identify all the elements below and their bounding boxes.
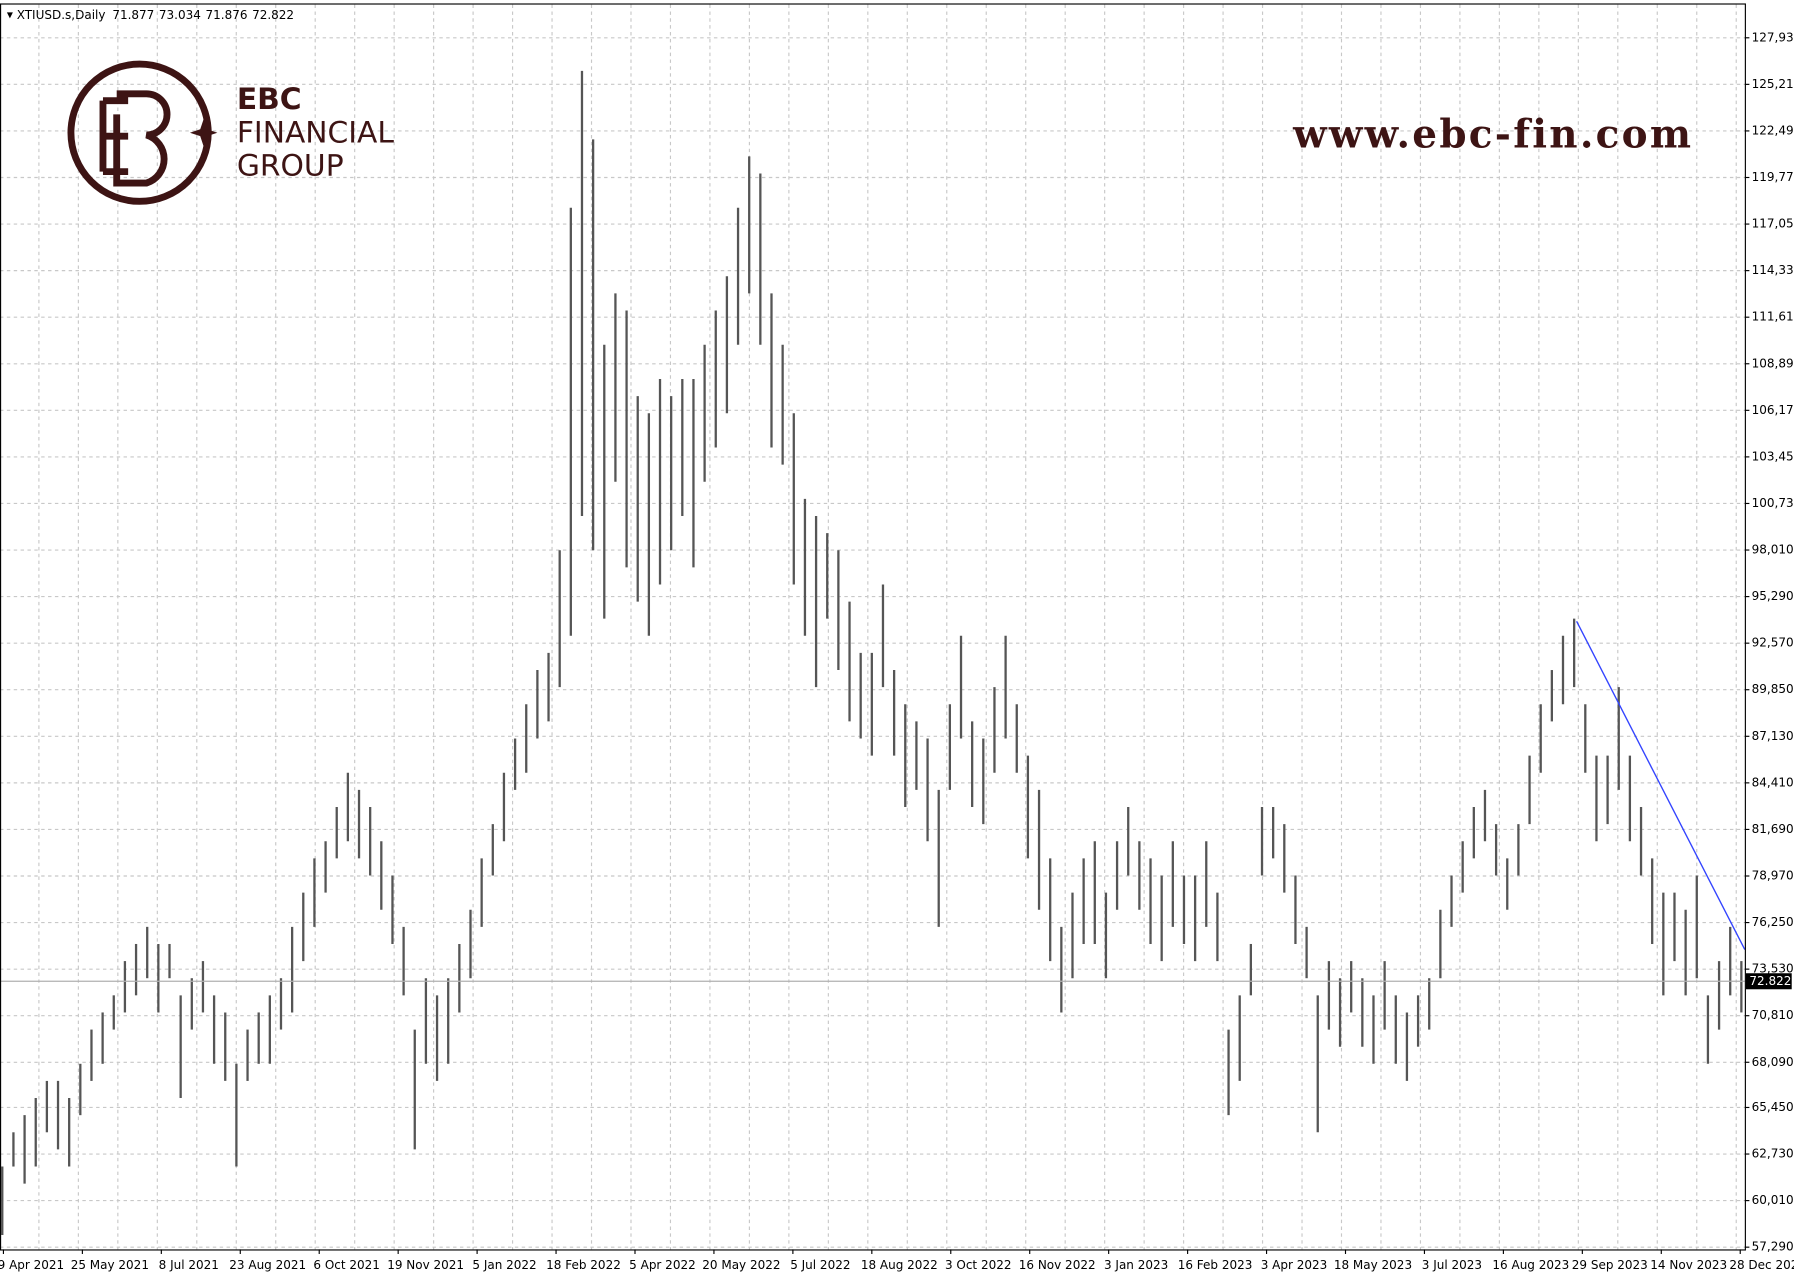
plot: 57,290 60,010 62,730 65,450 68,090 70,810 73,5… (0, 30, 1794, 1272)
y-tick-label: 119,770 (1752, 170, 1794, 184)
x-tick-label: 18 May 2023 (1334, 1258, 1412, 1272)
x-tick-label: 18 Aug 2022 (861, 1258, 938, 1272)
y-tick-label: 78,970 (1752, 869, 1794, 883)
y-tick-label: 89,850 (1752, 682, 1794, 696)
trendline (1576, 620, 1746, 950)
x-tick-label: 28 Dec 2023 (1729, 1258, 1794, 1272)
x-tick-label: 3 Jan 2023 (1104, 1258, 1168, 1272)
x-tick-label: 29 Sep 2023 (1572, 1258, 1648, 1272)
x-tick-label: 18 Feb 2022 (546, 1258, 621, 1272)
y-tick-label: 60,010 (1752, 1193, 1794, 1207)
close: 72.822 (252, 7, 294, 21)
price-label: 72.822 (1749, 974, 1791, 988)
y-tick-label: 92,570 (1752, 636, 1794, 650)
x-tick-label: 8 Jul 2021 (159, 1258, 219, 1272)
price-box (1745, 973, 1792, 990)
y-tick-label: 111,610 (1752, 310, 1794, 324)
y-tick-label: 127,930 (1752, 30, 1794, 44)
y-tick-label: 117,050 (1752, 217, 1794, 231)
y-tick-label: 81,690 (1752, 822, 1794, 836)
x-tick-label: 3 Apr 2023 (1261, 1258, 1328, 1272)
plot-frame (0, 3, 1746, 1251)
x-tick-label: 14 Nov 2023 (1650, 1258, 1727, 1272)
y-tick-label: 98,010 (1752, 543, 1794, 557)
x-tick-label: 6 Oct 2021 (313, 1258, 380, 1272)
x-tick-label: 20 May 2022 (702, 1258, 780, 1272)
x-tick-label: 3 Jul 2023 (1422, 1258, 1482, 1272)
y-tick-label: 103,450 (1752, 449, 1794, 463)
x-tick-label: 16 Aug 2023 (1492, 1258, 1569, 1272)
brand-name: EBC (237, 82, 302, 117)
header: ▾ XTIUSD.s,Daily 71.877 73.034 71.876 72.822 (7, 7, 294, 21)
brand-line: FINANCIAL (237, 115, 395, 150)
y-tick-label: 73,530 (1752, 962, 1794, 976)
y-tick-label: 84,410 (1752, 775, 1794, 789)
y-tick-label: 68,090 (1752, 1055, 1794, 1069)
y-tick-label: 62,730 (1752, 1147, 1794, 1161)
y-tick-label: 57,290 (1752, 1240, 1794, 1254)
y-tick-label: 125,210 (1752, 77, 1794, 91)
website: www.ebc-fin.com (1292, 111, 1693, 157)
x-tick-label: 19 Nov 2021 (387, 1258, 464, 1272)
y-tick-label: 114,330 (1752, 263, 1794, 277)
symbol: XTIUSD.s,Daily (17, 7, 106, 21)
y-tick-label: 95,290 (1752, 589, 1794, 603)
y-tick-label: 106,170 (1752, 403, 1794, 417)
y-tick-label: 108,890 (1752, 356, 1794, 370)
x-tick-label: 25 May 2021 (71, 1258, 149, 1272)
x-tick-label: 16 Feb 2023 (1178, 1258, 1253, 1272)
y-tick-label: 100,730 (1752, 496, 1794, 510)
x-tick-label: 9 Apr 2021 (0, 1258, 64, 1272)
logo-mark (99, 90, 171, 187)
x-tick-label: 5 Apr 2022 (629, 1258, 696, 1272)
vertical-grid (38, 4, 1737, 1250)
logo-star (189, 118, 218, 147)
x-tick-label: 5 Jan 2022 (472, 1258, 536, 1272)
y-tick-label: 122,490 (1752, 123, 1794, 137)
y-tick-label: 70,810 (1752, 1008, 1794, 1022)
x-tick-label: 23 Aug 2021 (229, 1258, 306, 1272)
high: 73.034 (159, 7, 201, 21)
y-tick-label: 76,250 (1752, 915, 1794, 929)
brand-line: GROUP (237, 149, 344, 184)
logo: EBC FINANCIAL GROUP (67, 60, 395, 205)
y-tick-label: 87,130 (1752, 729, 1794, 743)
x-tick-label: 16 Nov 2022 (1019, 1258, 1096, 1272)
open: 71.877 (112, 7, 154, 21)
y-tick-label: 65,450 (1752, 1100, 1794, 1114)
x-tick-label: 3 Oct 2022 (945, 1258, 1012, 1272)
low: 71.876 (205, 7, 247, 21)
x-tick-label: 5 Jul 2022 (790, 1258, 850, 1272)
